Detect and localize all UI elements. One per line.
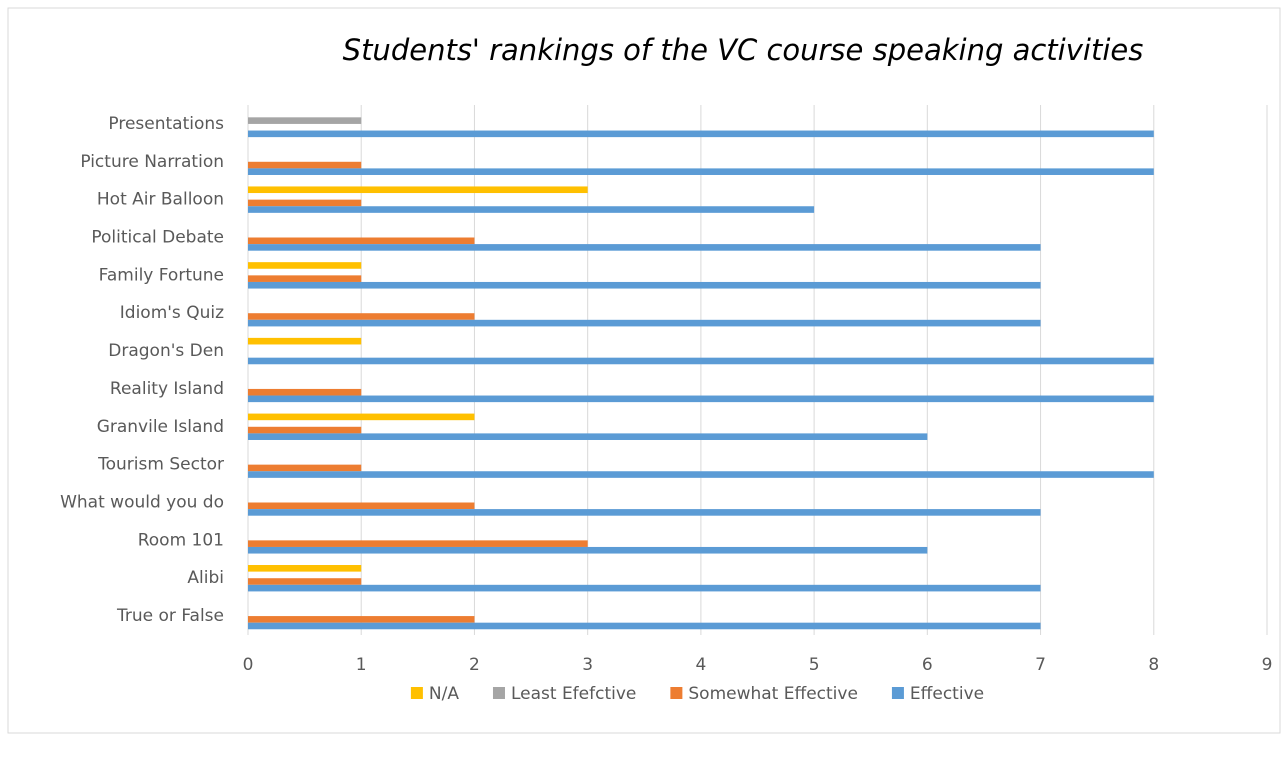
x-tick-label: 2 [469,655,480,675]
bar [248,622,1041,630]
bar [248,388,362,396]
bar [248,433,928,440]
bar [248,578,362,585]
x-tick-label: 5 [809,655,820,675]
bar [248,199,362,207]
bar [248,117,362,124]
x-tick-label: 0 [243,655,254,675]
bar [248,275,362,282]
legend-swatch [891,687,904,699]
chart-frame [7,7,1281,734]
x-tick-label: 9 [1262,655,1273,675]
y-tick-label: Alibi [187,568,224,588]
y-tick-label: Political Debate [91,228,224,248]
x-tick-label: 6 [922,655,933,675]
bar [248,546,928,554]
legend-swatch [670,687,683,699]
bar [248,616,475,623]
x-tick-label: 3 [582,655,593,675]
bar [248,540,588,547]
bar [248,313,475,320]
bar [248,237,475,245]
legend-label: Somewhat Effective [688,684,858,704]
bar [248,584,1041,592]
y-tick-label: Room 101 [138,530,224,550]
bar [248,509,1041,516]
y-tick-label: Presentations [108,114,224,134]
bar [248,395,1154,403]
y-tick-label: Picture Narration [80,152,224,172]
bar [248,168,1154,175]
y-tick-label: Reality Island [110,379,224,399]
bar [248,426,362,434]
legend-label: Effective [910,684,984,704]
bar [248,413,475,421]
y-tick-label: Dragon's Den [108,341,224,361]
bar [248,244,1041,251]
y-tick-label: Granvile Island [97,417,224,437]
bar [248,319,1041,327]
bar [248,357,1154,365]
y-tick-label: Idiom's Quiz [120,303,224,323]
bar [248,337,362,345]
x-tick-label: 4 [695,655,706,675]
legend-swatch [492,687,505,699]
y-tick-label: What would you do [60,493,224,513]
legend-label: Least Efefctive [511,684,636,704]
y-tick-label: True or False [116,606,224,626]
bar [248,161,362,169]
y-tick-label: Hot Air Balloon [97,190,224,210]
chart-title: Students' rankings of the VC course spea… [343,33,1144,67]
legend-swatch [410,687,423,699]
x-tick-label: 1 [356,655,367,675]
y-tick-label: Family Fortune [99,265,224,285]
bar [248,502,475,510]
bar [248,464,362,472]
bar [248,471,1154,478]
bar [248,565,362,572]
bar [248,262,362,269]
y-tick-label: Tourism Sector [97,455,224,475]
legend-label: N/A [429,684,459,704]
bar [248,130,1154,138]
x-tick-label: 8 [1148,655,1159,675]
bar [248,206,815,213]
bar [248,186,588,194]
x-tick-label: 7 [1035,655,1046,675]
bar [248,281,1041,289]
